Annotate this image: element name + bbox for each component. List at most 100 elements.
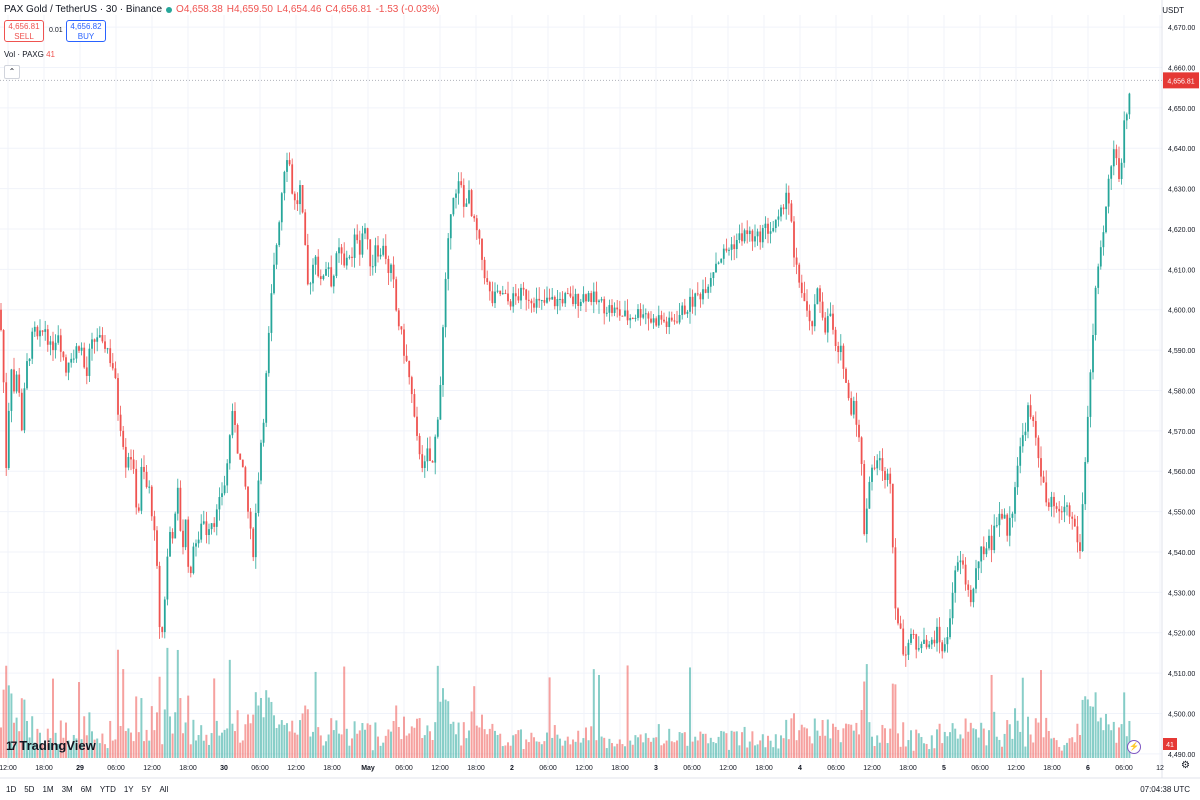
candle-body [85, 367, 88, 376]
candle-body [153, 516, 156, 531]
candle-body [816, 288, 819, 305]
candle-body [332, 275, 335, 287]
volume-bar [813, 718, 816, 758]
symbol-title[interactable]: PAX Gold / TetherUS · 30 · Binance [4, 4, 163, 15]
volume-bar [44, 744, 47, 758]
price-tick-label: 4,620.00 [1168, 227, 1195, 234]
volume-bar [624, 746, 626, 758]
candle-body [585, 294, 587, 302]
volume-bar [969, 722, 972, 758]
volume-bar [132, 741, 135, 758]
volume-bar [161, 744, 164, 758]
timeframe-1d[interactable]: 1D [6, 785, 17, 794]
time-tick-label: 18:00 [755, 765, 773, 772]
timeframe-5y[interactable]: 5Y [141, 785, 152, 794]
candle-body [865, 508, 868, 535]
candle-body [538, 298, 541, 301]
candle-body [930, 639, 933, 645]
volume-bar [678, 732, 681, 758]
volume-bar [351, 738, 353, 758]
candle-body [696, 293, 699, 295]
timeframe-5d[interactable]: 5D [24, 785, 35, 794]
volume-bar [1066, 742, 1068, 758]
candle-body [730, 244, 733, 250]
timeframe-6m[interactable]: 6M [80, 785, 92, 794]
timeframe-ytd[interactable]: YTD [99, 785, 116, 794]
volume-bar [166, 647, 169, 758]
volume-bar [421, 738, 424, 758]
candle-body [397, 310, 400, 327]
time-axis[interactable]: 12:00 18:00 29 06:00 12:00 18:00 30 06:00 12:00 1… [0, 765, 1200, 779]
candle-body [436, 419, 439, 437]
volume-bar [59, 720, 62, 758]
volume-bar [587, 740, 590, 758]
timeframe-1y[interactable]: 1Y [123, 785, 134, 794]
volume-bar [182, 733, 184, 758]
volume-bar [605, 748, 608, 758]
candle-body [800, 282, 803, 294]
volume-bar [517, 730, 520, 758]
candle-body [228, 435, 231, 464]
candle-body [678, 314, 681, 323]
timeframe-3m[interactable]: 3M [61, 785, 73, 794]
collapse-legend-icon[interactable]: ⌃ [4, 65, 20, 79]
time-tick-label: May [361, 765, 375, 772]
volume-bar [241, 740, 244, 758]
candle-body [717, 262, 720, 264]
time-tick-label: 18:00 [899, 765, 917, 772]
volume-bar [548, 677, 551, 758]
volume-bar [26, 720, 28, 758]
volume-bar [195, 740, 197, 758]
sell-button[interactable]: 4,656.81 SELL [4, 20, 44, 42]
utc-clock[interactable]: 07:04:38 UTC [1140, 785, 1190, 794]
volume-bar [319, 735, 322, 758]
timeframe-1m[interactable]: 1M [42, 785, 54, 794]
candle-body [1027, 405, 1029, 432]
candle-body [161, 627, 164, 633]
candle-body [247, 486, 249, 512]
volume-bar [124, 731, 127, 758]
candle-body [447, 238, 450, 279]
volume-bar [1071, 737, 1074, 758]
volume-bar [556, 734, 559, 758]
candle-body [52, 341, 54, 351]
tradingview-logo-text: TradingView [19, 738, 96, 753]
time-tick-label: 06:00 [971, 765, 989, 772]
volume-bar [210, 733, 213, 758]
candle-body [1060, 511, 1063, 513]
settings-icon[interactable]: ⚙ [1181, 760, 1190, 771]
volume-bar [897, 733, 899, 758]
candle-body [1008, 517, 1011, 536]
volume-bar [338, 733, 340, 758]
currency-selector[interactable]: USDT [1162, 6, 1184, 15]
candle-body [980, 546, 983, 562]
candle-body [364, 228, 366, 234]
volume-bar [629, 740, 632, 758]
candle-body [408, 360, 411, 378]
tradingview-logo: 17 TradingView [6, 738, 96, 753]
candle-body [488, 282, 491, 292]
volume-bar [689, 667, 691, 758]
candle-body [806, 301, 808, 311]
volume-bar [114, 739, 117, 758]
volume-bar [647, 737, 650, 758]
volume-bar [247, 714, 249, 758]
volume-bar [215, 720, 218, 758]
candle-body [982, 546, 985, 555]
volume-bar [366, 723, 369, 758]
candle-body [15, 374, 18, 392]
volume-bar [1029, 734, 1032, 758]
event-flag-icon[interactable]: ⚡ [1127, 740, 1141, 754]
volume-bar [881, 724, 884, 758]
candle-body [366, 228, 369, 240]
volume-bar [158, 676, 161, 758]
price-axis[interactable]: 4,490.00 4,500.00 4,510.00 4,520.00 4,530.00… [1161, 0, 1195, 778]
volume-bar [951, 723, 954, 758]
candle-body [951, 592, 954, 619]
timeframe-all[interactable]: All [159, 785, 169, 794]
buy-button[interactable]: 4,656.82 BUY [66, 20, 106, 42]
price-tick-label: 4,590.00 [1168, 348, 1195, 355]
volume-bar [299, 720, 301, 758]
candle-body [751, 230, 754, 242]
